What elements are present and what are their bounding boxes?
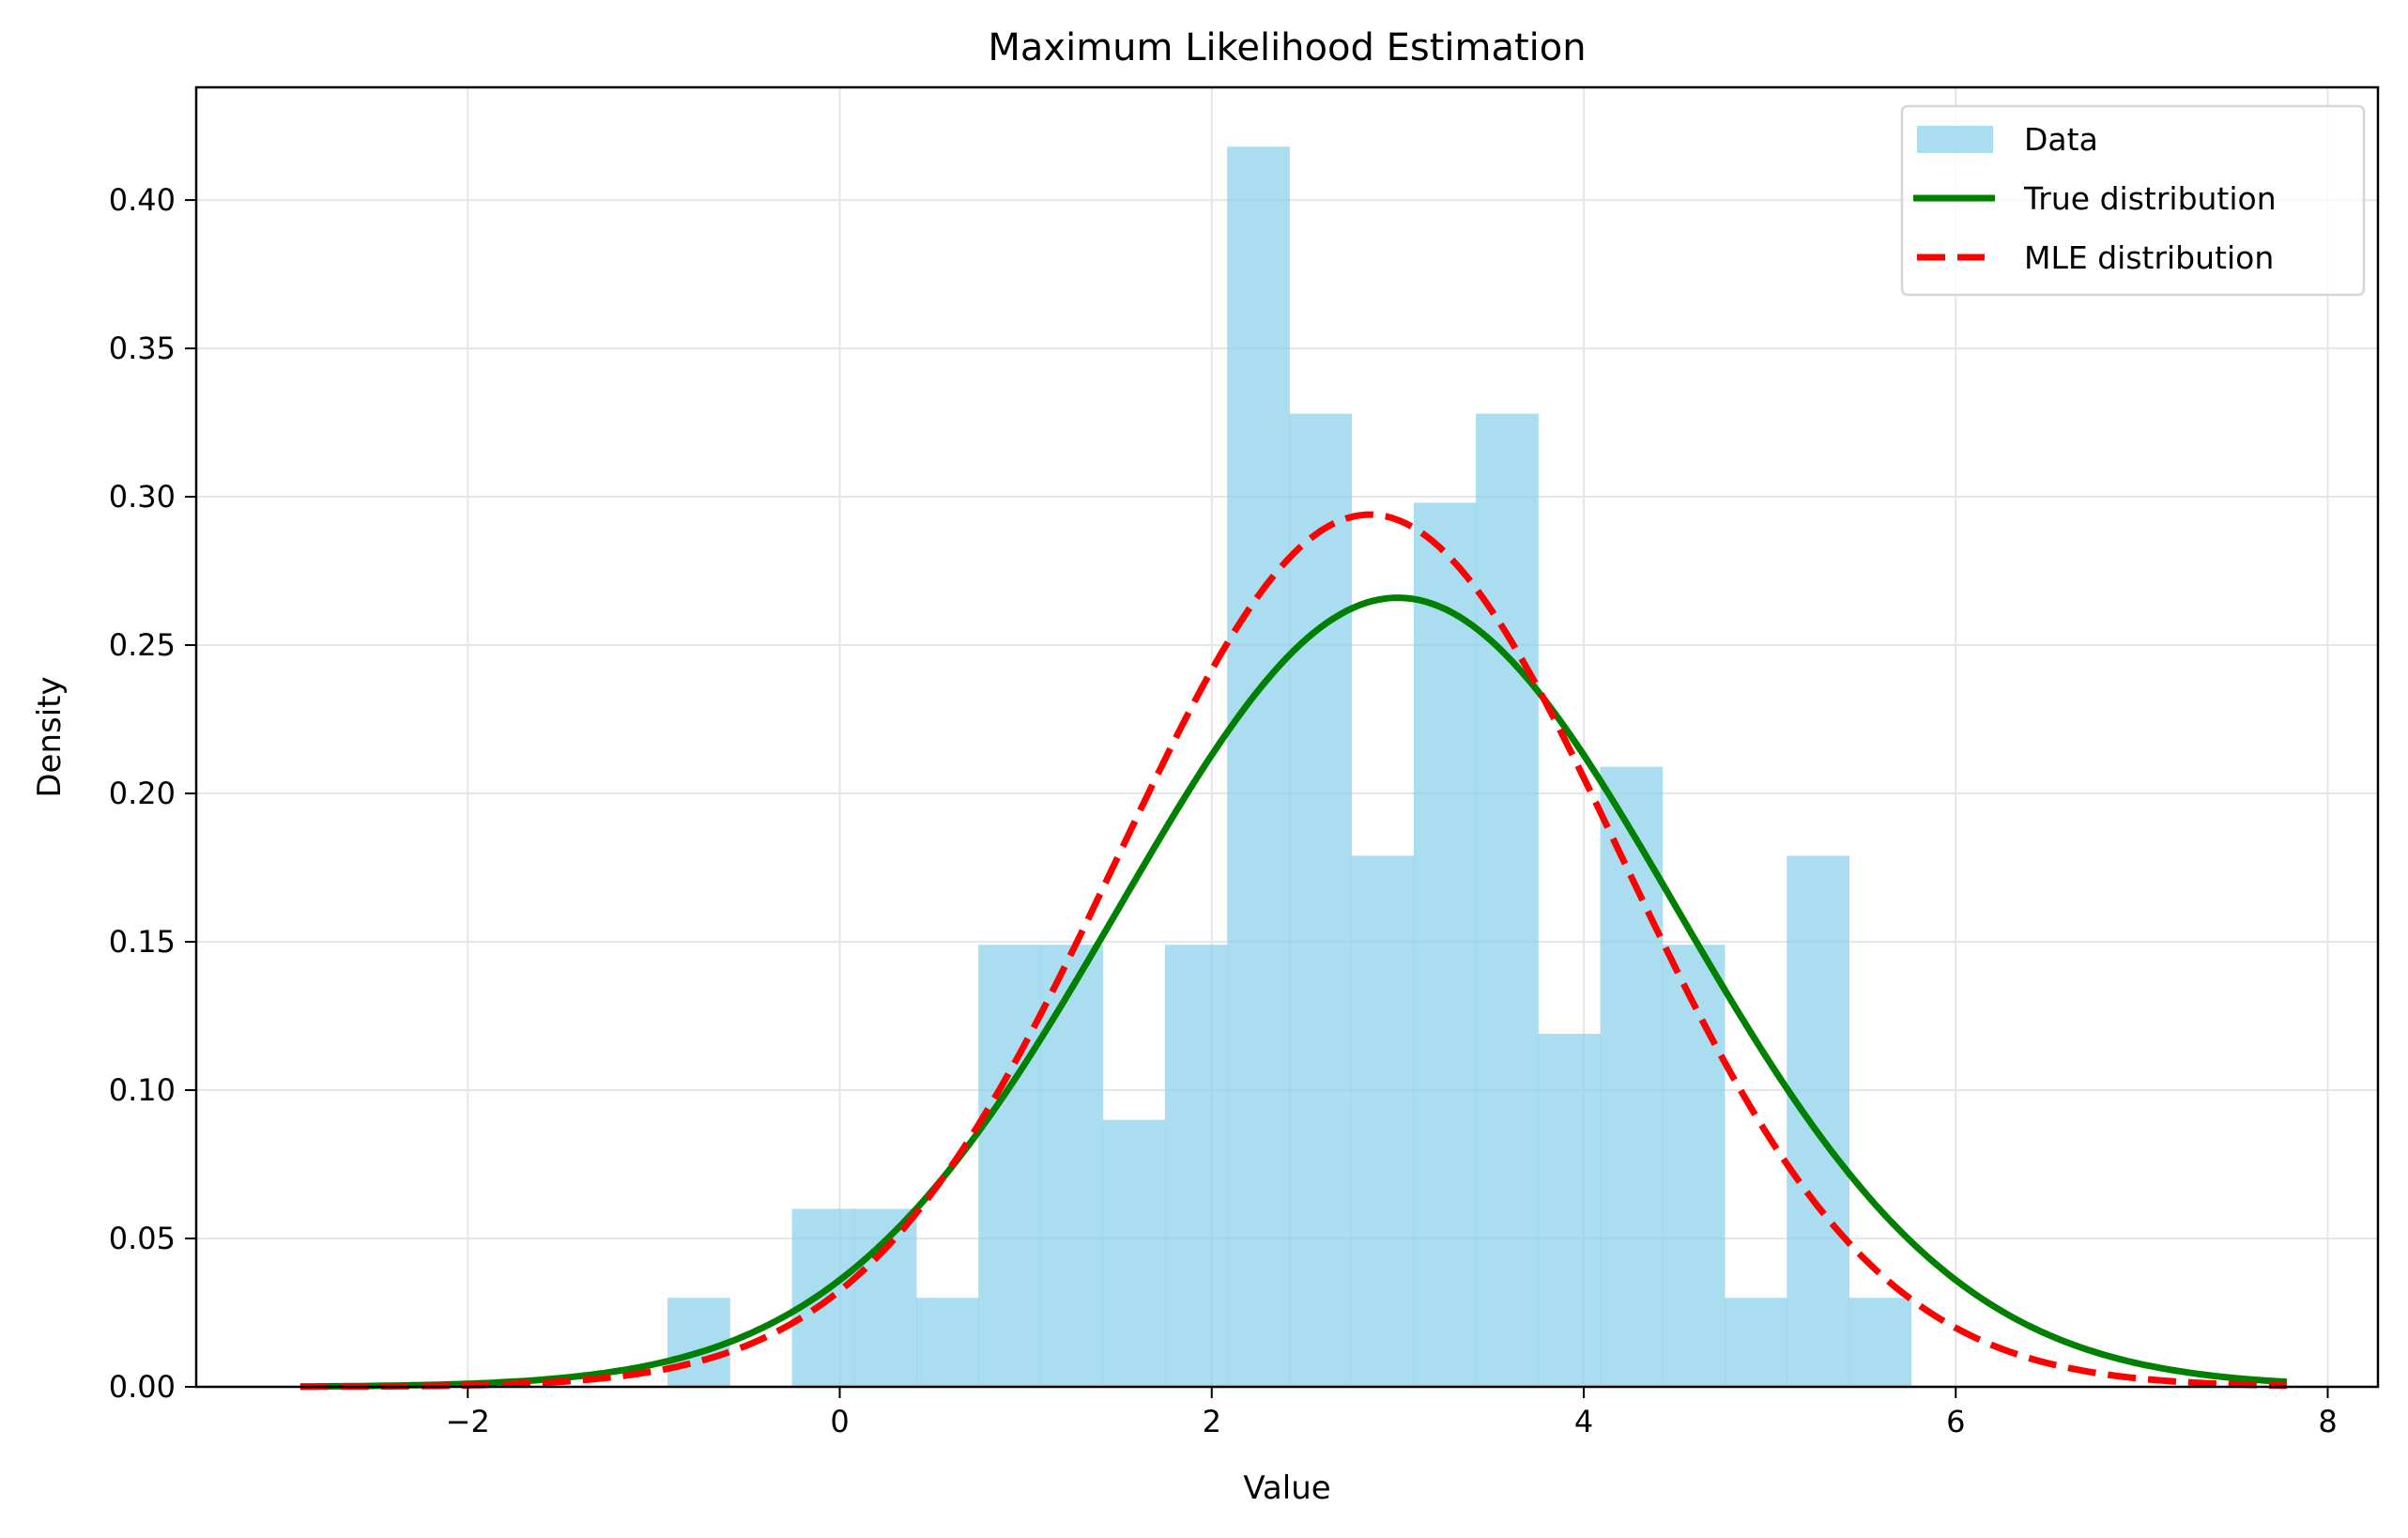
axes-frame [194, 85, 2380, 1389]
series-lines [299, 511, 2288, 1391]
x-tick-label: 0 [830, 1404, 849, 1439]
legend-label-data: Data [2024, 121, 2098, 158]
histogram-bar [915, 1298, 979, 1387]
x-tick-label: 2 [1203, 1404, 1221, 1439]
histogram-bar [1351, 855, 1415, 1387]
series-line-true [299, 594, 2288, 1391]
y-tick-label: 0.00 [109, 1369, 176, 1405]
legend-label-mle: MLE distribution [2024, 239, 2274, 276]
x-tick-label: 8 [2318, 1404, 2337, 1439]
histogram-bar [1164, 945, 1228, 1387]
y-tick-label: 0.25 [109, 627, 176, 663]
y-tick-label: 0.05 [109, 1221, 176, 1256]
x-ticks: −2 0 2 4 6 8 [446, 1387, 2338, 1439]
y-ticks: 0.00 0.05 0.10 0.15 0.20 0.25 0.30 0.35 0.40 [109, 182, 196, 1405]
x-axis-label: Value [1243, 1469, 1330, 1507]
x-tick-label: 6 [1946, 1404, 1965, 1439]
y-tick-label: 0.15 [109, 924, 176, 960]
x-tick-label: −2 [446, 1404, 490, 1439]
histogram-bar [978, 945, 1041, 1387]
chart-title: Maximum Likelihood Estimation [988, 26, 1586, 69]
histogram-bar [853, 1208, 917, 1387]
legend: Data True distribution MLE distribution [1900, 104, 2366, 297]
histogram-bar [1413, 502, 1477, 1387]
histogram-bar [1040, 945, 1104, 1387]
legend-swatch-data [1917, 126, 1993, 153]
histogram-bar [1102, 1119, 1166, 1387]
histogram-bar [1289, 413, 1353, 1388]
series-line-mle [299, 511, 2287, 1391]
y-axis-label: Density [31, 676, 69, 797]
histogram-bar [1662, 945, 1725, 1387]
histogram-bar [1600, 766, 1664, 1387]
histogram-bars [667, 146, 1912, 1388]
y-tick-label: 0.20 [109, 776, 176, 811]
histogram-bar [1848, 1298, 1912, 1387]
legend-label-true: True distribution [2023, 180, 2277, 217]
histogram-bar [1787, 855, 1849, 1387]
y-tick-label: 0.10 [109, 1072, 176, 1108]
y-tick-label: 0.35 [109, 331, 176, 366]
y-tick-label: 0.30 [109, 479, 176, 515]
histogram-bar [1538, 1033, 1602, 1387]
legend-frame [1900, 104, 2366, 297]
histogram-bar [1476, 413, 1539, 1388]
histogram-bar [791, 1208, 855, 1387]
x-tick-label: 4 [1574, 1404, 1593, 1439]
y-tick-label: 0.40 [109, 182, 176, 218]
histogram-bar [1725, 1298, 1787, 1387]
histogram-bar [1227, 146, 1290, 1388]
